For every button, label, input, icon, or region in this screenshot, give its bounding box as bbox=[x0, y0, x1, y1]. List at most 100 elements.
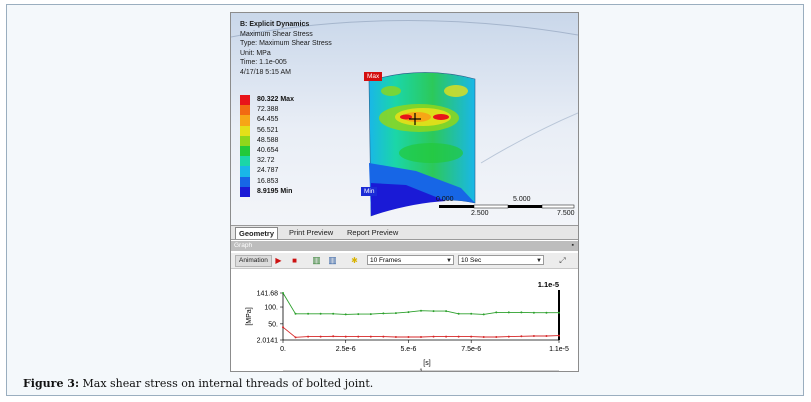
distributed-frames-icon[interactable]: ▥ bbox=[312, 255, 321, 265]
x-tick-label: 0. bbox=[280, 346, 286, 353]
result-time: Time: 1.1e-005 bbox=[240, 59, 287, 67]
series-point bbox=[432, 335, 435, 338]
series-point bbox=[520, 311, 523, 314]
animation-label: Animation bbox=[235, 255, 272, 267]
play-icon[interactable]: ▶ bbox=[275, 256, 282, 265]
series-point bbox=[495, 335, 498, 338]
result-viewport[interactable]: B: Explicit Dynamics Maximum Shear Stres… bbox=[231, 13, 578, 225]
lightbulb-icon[interactable]: ✱ bbox=[351, 256, 358, 265]
legend-label: 16.853 bbox=[257, 177, 279, 185]
analysis-title: B: Explicit Dynamics bbox=[240, 21, 310, 28]
graph-panel-header: Graph ▪ bbox=[231, 241, 578, 251]
series-point bbox=[532, 311, 535, 314]
caption-label: Figure 3: bbox=[23, 377, 80, 390]
contour-model bbox=[231, 19, 578, 217]
x-axis-label: [s] bbox=[423, 360, 430, 367]
tab-geometry[interactable]: Geometry bbox=[235, 227, 279, 239]
scale-label: 5.000 bbox=[513, 196, 531, 203]
series-point bbox=[307, 335, 310, 338]
x-tick-label: 1.1e-5 bbox=[549, 346, 569, 353]
legend-label: 40.654 bbox=[257, 146, 279, 154]
series-point bbox=[470, 335, 473, 338]
frames-select-value: 10 Frames bbox=[370, 257, 402, 264]
legend-swatch bbox=[240, 166, 250, 177]
result-type: Type: Maximum Shear Stress bbox=[240, 40, 332, 48]
result-info: B: Explicit Dynamics Maximum Shear Stres… bbox=[240, 20, 332, 78]
ansys-window: B: Explicit Dynamics Maximum Shear Stres… bbox=[230, 12, 579, 372]
series-point bbox=[457, 335, 460, 338]
result-name: Maximum Shear Stress bbox=[240, 30, 313, 38]
x-tick-label: 2.5e-6 bbox=[336, 346, 356, 353]
animation-toolbar: Animation ▶ ■ ▥ ▥ ✱ 10 Frames ▼ 10 Sec ▼… bbox=[231, 253, 578, 269]
move-cursor-icon bbox=[409, 113, 421, 125]
scale-label: 0.000 bbox=[436, 196, 454, 203]
legend-swatch bbox=[240, 176, 250, 187]
stop-icon[interactable]: ■ bbox=[292, 256, 297, 265]
series-point bbox=[382, 335, 385, 338]
legend-swatch bbox=[240, 105, 250, 116]
result-unit: Unit: MPa bbox=[240, 49, 271, 57]
y-tick-label: 2.0141 bbox=[257, 338, 279, 345]
series-point bbox=[294, 336, 297, 339]
result-sets-icon[interactable]: ▥ bbox=[328, 255, 337, 265]
legend-label: 56.521 bbox=[257, 126, 279, 134]
series-point bbox=[407, 335, 410, 338]
series-point bbox=[394, 335, 397, 338]
series-point bbox=[532, 334, 535, 337]
legend-swatch bbox=[240, 115, 250, 126]
series-point bbox=[495, 311, 498, 314]
pin-icon[interactable]: ▪ bbox=[571, 242, 574, 249]
series-point bbox=[344, 335, 347, 338]
series-point bbox=[282, 326, 284, 329]
view-tabs: Geometry Print Preview Report Preview bbox=[231, 225, 578, 240]
series-point bbox=[520, 335, 523, 338]
x-tick-label: 7.5e-6 bbox=[461, 346, 481, 353]
series-point bbox=[332, 312, 335, 315]
series-point bbox=[294, 312, 297, 315]
legend-swatch bbox=[240, 186, 250, 197]
series-point bbox=[369, 313, 372, 316]
duration-select-value: 10 Sec bbox=[461, 257, 482, 264]
series-point bbox=[420, 309, 422, 312]
series-point bbox=[445, 335, 448, 338]
series-point bbox=[507, 335, 510, 338]
series-point bbox=[558, 311, 560, 314]
figure-caption: Figure 3: Max shear stress on internal t… bbox=[23, 377, 373, 390]
legend-label: 24.787 bbox=[257, 167, 279, 175]
series-point bbox=[344, 313, 347, 316]
caption-text: Max shear stress on internal threads of … bbox=[79, 377, 374, 390]
series-point bbox=[319, 335, 322, 338]
series-point bbox=[357, 313, 360, 316]
legend-label: 80.322 Max bbox=[257, 96, 294, 103]
legend-label: 64.455 bbox=[257, 116, 279, 124]
max-probe-label[interactable]: Max bbox=[364, 72, 383, 81]
duration-select[interactable]: 10 Sec ▼ bbox=[458, 255, 544, 265]
series-point bbox=[382, 312, 385, 315]
tab-report-preview[interactable]: Report Preview bbox=[347, 228, 399, 237]
series-line bbox=[282, 326, 560, 338]
series-point bbox=[407, 311, 410, 314]
x-tick-label: 5.e-6 bbox=[400, 346, 416, 353]
series-point bbox=[369, 335, 372, 338]
series-point bbox=[394, 312, 397, 315]
series-point bbox=[432, 310, 435, 313]
min-probe-label[interactable]: Min bbox=[361, 187, 378, 196]
series-point bbox=[457, 312, 460, 315]
legend-swatch bbox=[240, 125, 250, 136]
series-point bbox=[332, 335, 335, 338]
tab-print-preview[interactable]: Print Preview bbox=[289, 228, 334, 237]
frames-select[interactable]: 10 Frames ▼ bbox=[367, 255, 454, 265]
export-video-icon[interactable]: ⤢ bbox=[559, 256, 566, 265]
legend-swatch bbox=[240, 95, 250, 106]
time-readout: 1.1e-5 bbox=[538, 280, 559, 289]
series-point bbox=[445, 310, 448, 313]
series-point bbox=[357, 335, 360, 338]
legend-swatch bbox=[240, 135, 250, 146]
y-tick-label: 141.68 bbox=[257, 291, 279, 298]
page-number: 1 bbox=[419, 369, 423, 372]
series-point bbox=[470, 312, 473, 315]
result-date: 4/17/18 5:15 AM bbox=[240, 68, 291, 76]
graph-plot: 141.68 100. 50. 2.0141 0. 2.5e-6 5.e-6 7.5e-6 1.… bbox=[231, 269, 578, 372]
chevron-down-icon: ▼ bbox=[536, 258, 542, 264]
